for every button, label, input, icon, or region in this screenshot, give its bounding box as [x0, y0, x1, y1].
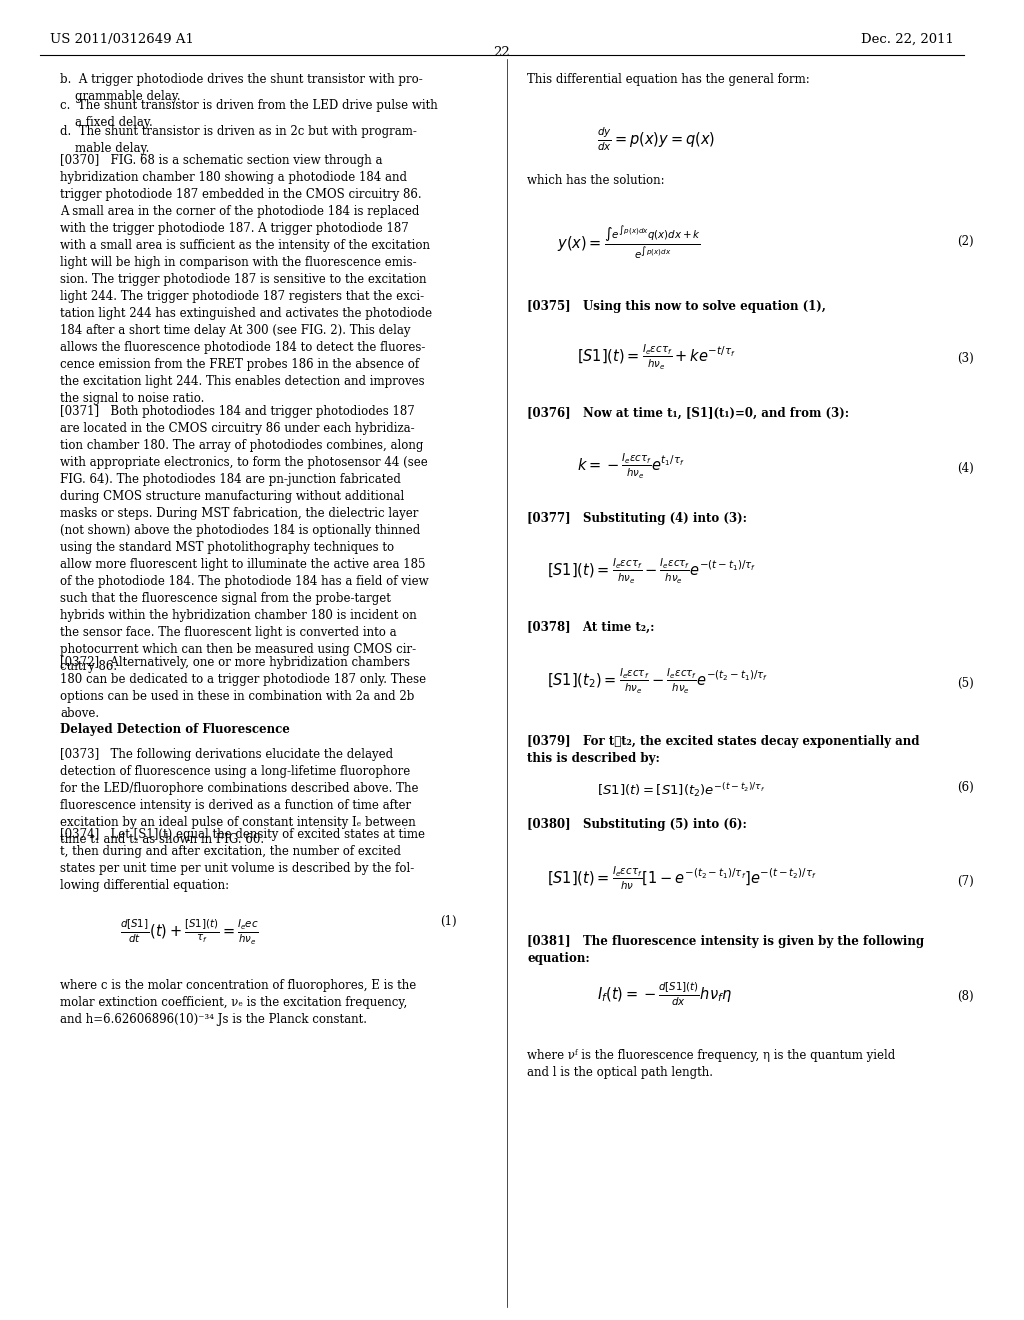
Text: $[S1](t)=[S1](t_2)e^{-(t-t_2)/\tau_f}$: $[S1](t)=[S1](t_2)e^{-(t-t_2)/\tau_f}$: [597, 781, 766, 800]
Text: $[S1](t) = \frac{I_e \varepsilon c \tau_f}{h\nu} [1 - e^{-(t_2-t_1)/\tau_f}] e^{: $[S1](t) = \frac{I_e \varepsilon c \tau_…: [547, 865, 817, 892]
Text: $[S1](t_2) = \frac{I_e \varepsilon c \tau_f}{h\nu_e} - \frac{I_e \varepsilon c \: $[S1](t_2) = \frac{I_e \varepsilon c \ta…: [547, 667, 768, 696]
Text: $[S1](t) = \frac{I_e \varepsilon c \tau_f}{h\nu_e} + ke^{-t/\tau_f}$: $[S1](t) = \frac{I_e \varepsilon c \tau_…: [578, 343, 736, 372]
Text: (1): (1): [440, 915, 457, 928]
Text: $\frac{d[S1]}{dt}(t) + \frac{[S1](t)}{\tau_f} = \frac{I_e ec}{h\nu_e}$: $\frac{d[S1]}{dt}(t) + \frac{[S1](t)}{\t…: [121, 917, 259, 946]
Text: (2): (2): [957, 235, 974, 248]
Text: (3): (3): [957, 352, 974, 366]
Text: [0370]   FIG. 68 is a schematic section view through a
hybridization chamber 180: [0370] FIG. 68 is a schematic section vi…: [60, 154, 432, 405]
Text: where c is the molar concentration of fluorophores, E is the
molar extinction co: where c is the molar concentration of fl…: [60, 979, 417, 1027]
Text: [0379]   For t≧t₂, the excited states decay exponentially and
this is described : [0379] For t≧t₂, the excited states deca…: [527, 735, 920, 766]
Text: [0371]   Both photodiodes 184 and trigger photodiodes 187
are located in the CMO: [0371] Both photodiodes 184 and trigger …: [60, 405, 429, 673]
Text: [0377]   Substituting (4) into (3):: [0377] Substituting (4) into (3):: [527, 512, 748, 525]
Text: 22: 22: [494, 46, 510, 59]
Text: $I_f(t) = -\frac{d[S1](t)}{dx} h\nu_f \eta$: $I_f(t) = -\frac{d[S1](t)}{dx} h\nu_f \e…: [597, 981, 732, 1008]
Text: $\frac{dy}{dx} = p(x)y = q(x)$: $\frac{dy}{dx} = p(x)y = q(x)$: [597, 125, 716, 153]
Text: (5): (5): [957, 677, 974, 690]
Text: $k = -\frac{I_e \varepsilon c \tau_f}{h\nu_e} e^{t_1/\tau_f}$: $k = -\frac{I_e \varepsilon c \tau_f}{h\…: [578, 451, 685, 480]
Text: Delayed Detection of Fluorescence: Delayed Detection of Fluorescence: [60, 723, 290, 737]
Text: [0373]   The following derivations elucidate the delayed
detection of fluorescen: [0373] The following derivations elucida…: [60, 748, 419, 846]
Text: [0376]   Now at time t₁, [S1](t₁)=0, and from (3):: [0376] Now at time t₁, [S1](t₁)=0, and f…: [527, 407, 849, 420]
Text: (7): (7): [957, 875, 974, 888]
Text: This differential equation has the general form:: This differential equation has the gener…: [527, 73, 810, 86]
Text: [0378]   At time t₂,:: [0378] At time t₂,:: [527, 620, 654, 634]
Text: [0372]   Alternatively, one or more hybridization chambers
180 can be dedicated : [0372] Alternatively, one or more hybrid…: [60, 656, 426, 719]
Text: c.  The shunt transistor is driven from the LED drive pulse with
    a fixed del: c. The shunt transistor is driven from t…: [60, 99, 438, 129]
Text: [0375]   Using this now to solve equation (1),: [0375] Using this now to solve equation …: [527, 300, 826, 313]
Text: (8): (8): [957, 990, 974, 1003]
Text: which has the solution:: which has the solution:: [527, 174, 665, 187]
Text: US 2011/0312649 A1: US 2011/0312649 A1: [50, 33, 195, 46]
Text: (6): (6): [957, 781, 974, 795]
Text: $[S1](t) = \frac{I_e \varepsilon c \tau_f}{h\nu_e} - \frac{I_e \varepsilon c \ta: $[S1](t) = \frac{I_e \varepsilon c \tau_…: [547, 557, 757, 586]
Text: $y(x) = \frac{\int e^{\int p(x)dx} q(x)dx + k}{e^{\int p(x)dx}}$: $y(x) = \frac{\int e^{\int p(x)dx} q(x)d…: [557, 224, 701, 261]
Text: where νᶠ is the fluorescence frequency, η is the quantum yield
and l is the opti: where νᶠ is the fluorescence frequency, …: [527, 1049, 895, 1080]
Text: b.  A trigger photodiode drives the shunt transistor with pro-
    grammable del: b. A trigger photodiode drives the shunt…: [60, 73, 423, 103]
Text: (4): (4): [957, 462, 974, 475]
Text: Dec. 22, 2011: Dec. 22, 2011: [861, 33, 953, 46]
Text: [0381]   The fluorescence intensity is given by the following
equation:: [0381] The fluorescence intensity is giv…: [527, 935, 924, 965]
Text: [0380]   Substituting (5) into (6):: [0380] Substituting (5) into (6):: [527, 818, 746, 832]
Text: [0374]   Let [S1](t) equal the density of excited states at time
t, then during : [0374] Let [S1](t) equal the density of …: [60, 828, 425, 891]
Text: d.  The shunt transistor is driven as in 2c but with program-
    mable delay.: d. The shunt transistor is driven as in …: [60, 125, 417, 156]
